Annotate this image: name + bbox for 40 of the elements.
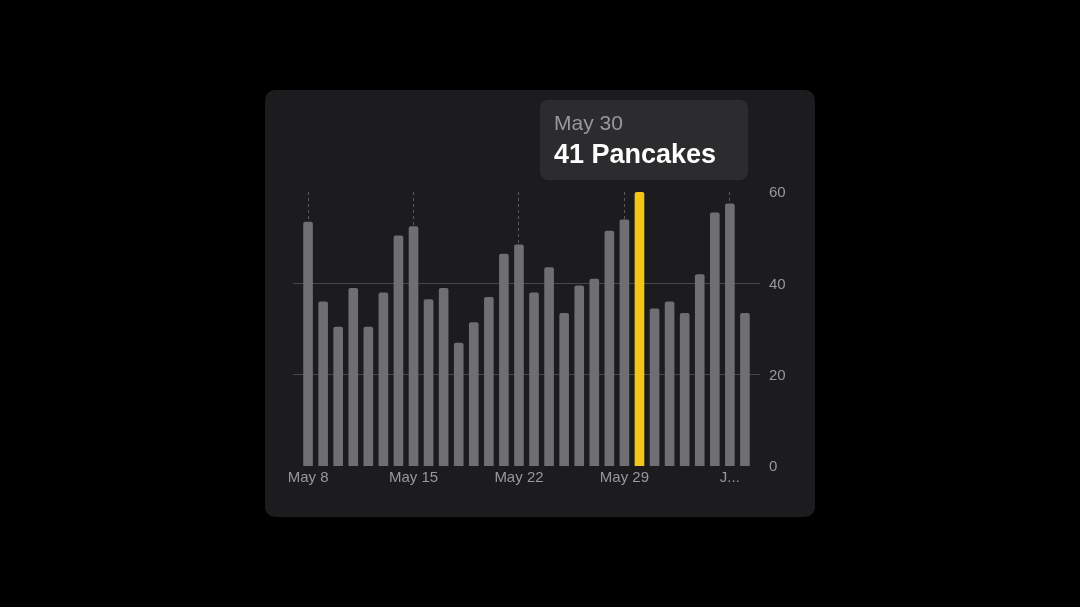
bar bbox=[514, 244, 524, 466]
bar bbox=[574, 285, 585, 466]
y-tick-label: 40 bbox=[769, 274, 786, 292]
tooltip-box: May 30 41 Pancakes bbox=[540, 100, 748, 180]
bar bbox=[499, 253, 509, 466]
bar bbox=[604, 230, 615, 466]
bar bbox=[348, 287, 359, 466]
bar bbox=[303, 221, 313, 466]
bar bbox=[559, 313, 569, 466]
bar bbox=[664, 301, 675, 466]
y-tick-label: 60 bbox=[769, 183, 786, 201]
bar bbox=[423, 299, 434, 466]
x-tick-label: J... bbox=[719, 468, 740, 485]
bar bbox=[649, 308, 660, 466]
bar bbox=[408, 226, 419, 466]
bar bbox=[589, 278, 600, 466]
x-tick-label: May 15 bbox=[388, 468, 439, 485]
x-tick-label: May 8 bbox=[287, 468, 329, 485]
bar bbox=[529, 292, 539, 466]
bar bbox=[619, 219, 630, 466]
bar bbox=[484, 297, 494, 466]
bar bbox=[318, 301, 328, 466]
bar bbox=[378, 292, 389, 466]
bar bbox=[709, 212, 720, 466]
y-tick-label: 0 bbox=[769, 457, 778, 475]
bar bbox=[453, 342, 464, 466]
bar bbox=[333, 326, 344, 466]
x-tick-label: May 29 bbox=[599, 468, 650, 485]
y-tick-label: 20 bbox=[769, 365, 786, 383]
bar bbox=[393, 235, 404, 466]
bar bbox=[438, 287, 449, 466]
bar bbox=[694, 274, 705, 466]
bar bbox=[363, 326, 374, 466]
bar bbox=[544, 267, 554, 466]
bar bbox=[679, 313, 690, 466]
bar bbox=[634, 192, 645, 466]
x-tick-label: May 22 bbox=[494, 468, 544, 485]
bar bbox=[725, 203, 735, 466]
bar bbox=[468, 322, 479, 466]
bar bbox=[740, 313, 750, 466]
